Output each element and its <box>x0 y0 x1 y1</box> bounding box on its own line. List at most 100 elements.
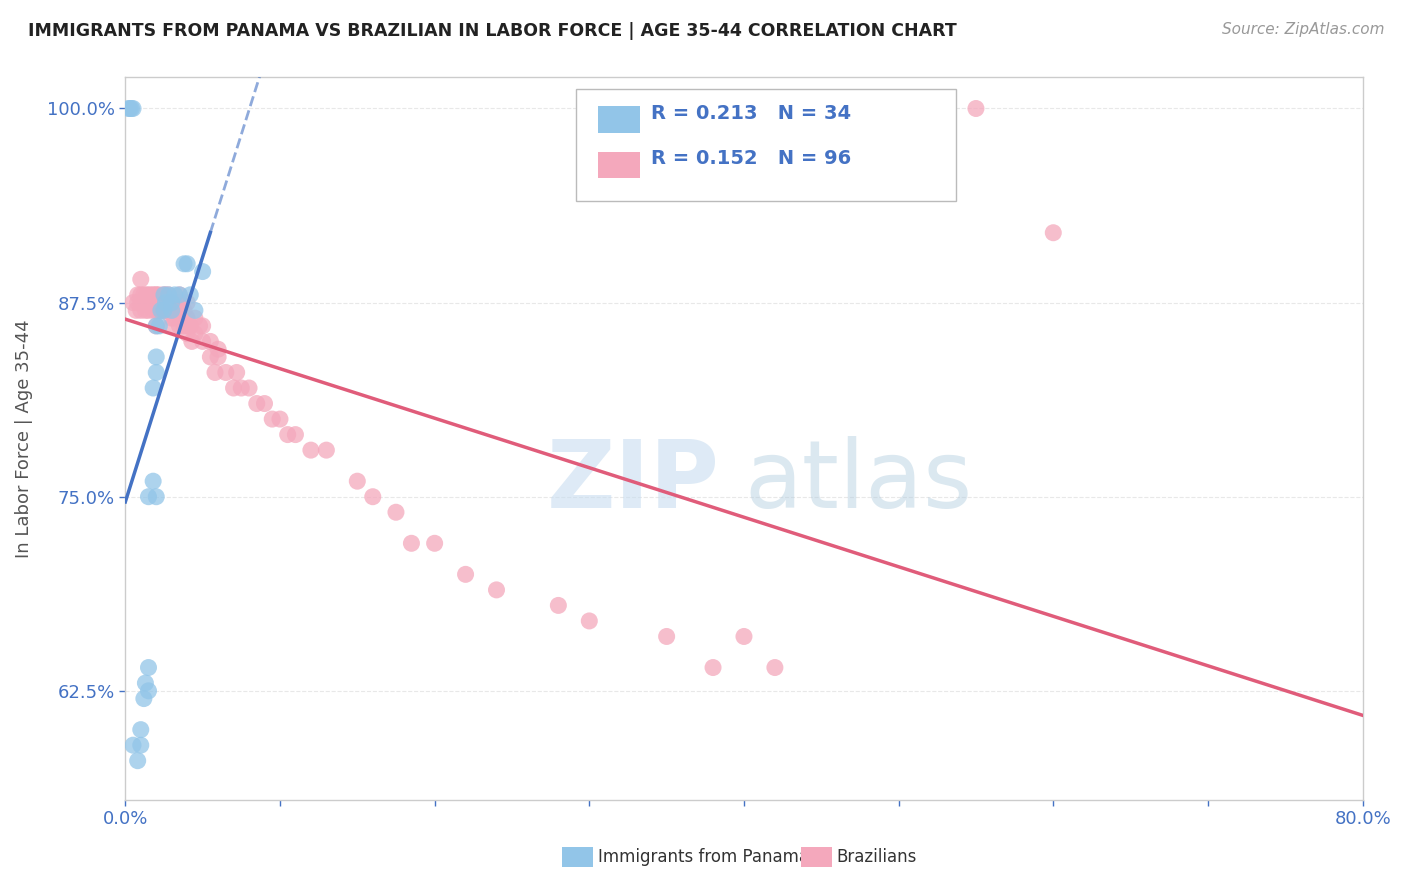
Point <box>207 342 229 356</box>
Point <box>702 660 724 674</box>
Point <box>129 272 152 286</box>
Point <box>204 366 226 380</box>
Text: atlas: atlas <box>744 436 972 528</box>
Point <box>184 303 207 318</box>
Point <box>269 412 291 426</box>
Point <box>138 490 160 504</box>
Point <box>246 396 269 410</box>
Point <box>129 295 152 310</box>
Point <box>138 683 160 698</box>
Point <box>134 295 156 310</box>
Point <box>423 536 446 550</box>
Point <box>153 303 176 318</box>
Point <box>222 381 245 395</box>
Point <box>132 288 155 302</box>
Point <box>153 295 176 310</box>
Point <box>253 396 276 410</box>
Point <box>763 660 786 674</box>
Point <box>176 257 198 271</box>
Point <box>132 295 155 310</box>
Point <box>121 102 143 116</box>
Point <box>127 295 149 310</box>
Point <box>142 474 165 488</box>
Point <box>160 303 183 318</box>
Point <box>965 102 987 116</box>
Point <box>165 303 187 318</box>
Point <box>153 303 176 318</box>
Point <box>129 288 152 302</box>
Point <box>145 366 167 380</box>
Point <box>655 630 678 644</box>
Point <box>145 303 167 318</box>
Point <box>215 366 238 380</box>
Point <box>122 295 145 310</box>
Point <box>176 311 198 326</box>
Point <box>145 295 167 310</box>
Point <box>284 427 307 442</box>
Point <box>138 288 160 302</box>
Point <box>262 412 284 426</box>
Text: Source: ZipAtlas.com: Source: ZipAtlas.com <box>1222 22 1385 37</box>
Point <box>238 381 260 395</box>
Point <box>141 288 163 302</box>
Point <box>118 102 141 116</box>
Point <box>163 288 186 302</box>
Point <box>142 303 165 318</box>
Point <box>139 295 162 310</box>
Point <box>169 318 191 333</box>
Point <box>138 660 160 674</box>
Point <box>173 303 195 318</box>
Point <box>160 318 183 333</box>
Point <box>122 102 145 116</box>
Point <box>138 295 160 310</box>
Point <box>157 288 180 302</box>
Point <box>134 676 156 690</box>
Point <box>149 303 172 318</box>
Point <box>733 630 755 644</box>
Text: Brazilians: Brazilians <box>837 848 917 866</box>
Point <box>145 288 167 302</box>
Point <box>160 295 183 310</box>
Point <box>485 582 508 597</box>
Point <box>148 288 170 302</box>
Point <box>173 318 195 333</box>
Point <box>129 723 152 737</box>
Point <box>145 350 167 364</box>
Point <box>200 334 222 349</box>
Text: R = 0.213   N = 34: R = 0.213 N = 34 <box>651 104 851 123</box>
Point <box>142 288 165 302</box>
Point <box>142 381 165 395</box>
Point <box>454 567 477 582</box>
Point <box>153 288 176 302</box>
Point <box>138 303 160 318</box>
Point <box>125 303 148 318</box>
Point <box>148 318 170 333</box>
Point <box>145 318 167 333</box>
Point <box>169 288 191 302</box>
Point <box>176 295 198 310</box>
Point <box>547 599 569 613</box>
Text: ZIP: ZIP <box>547 436 720 528</box>
Point <box>179 318 201 333</box>
Point <box>160 295 183 310</box>
Point <box>145 490 167 504</box>
Text: Immigrants from Panama: Immigrants from Panama <box>598 848 808 866</box>
Point <box>160 295 183 310</box>
Point <box>145 318 167 333</box>
Point <box>188 318 211 333</box>
Y-axis label: In Labor Force | Age 35-44: In Labor Force | Age 35-44 <box>15 319 32 558</box>
Point <box>153 288 176 302</box>
Point <box>191 264 214 278</box>
Point <box>148 303 170 318</box>
Point <box>184 326 207 341</box>
Point <box>169 295 191 310</box>
Point <box>361 490 384 504</box>
Text: R = 0.152   N = 96: R = 0.152 N = 96 <box>651 149 851 168</box>
Point <box>156 295 179 310</box>
Point <box>155 288 177 302</box>
Point <box>176 326 198 341</box>
Point <box>145 288 167 302</box>
Point <box>160 303 183 318</box>
Point <box>299 443 322 458</box>
Point <box>225 366 247 380</box>
